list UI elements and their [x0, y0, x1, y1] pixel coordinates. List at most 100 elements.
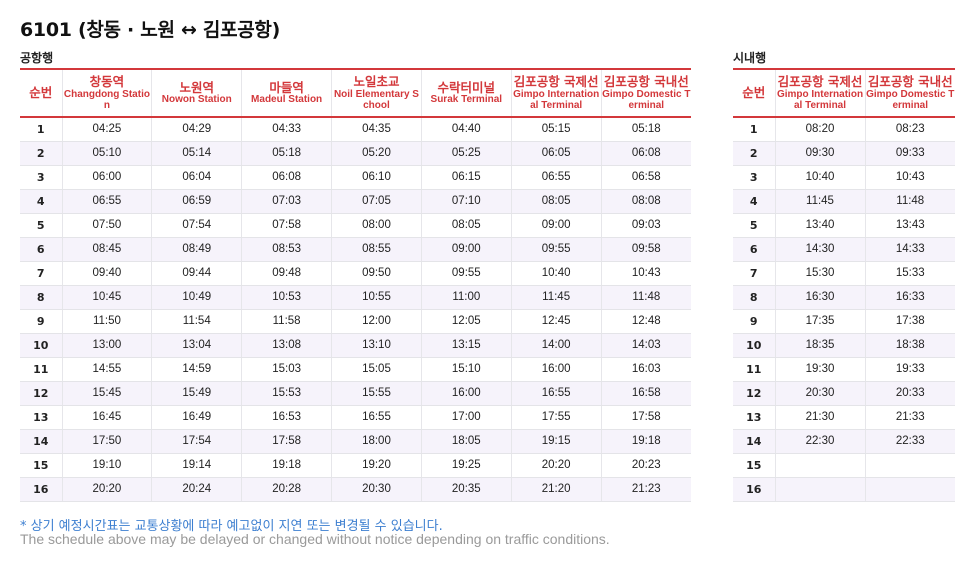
- notice-english: The schedule above may be delayed or cha…: [20, 531, 610, 547]
- departure-time: 04:29: [151, 117, 242, 142]
- departure-time: 21:20: [510, 477, 602, 502]
- departure-time: 07:58: [241, 213, 332, 238]
- departure-time: 15:05: [331, 357, 422, 382]
- run-number: 8: [733, 285, 775, 310]
- column-header-stop: 김포공항 국제선 Gimpo International Terminal: [510, 68, 602, 118]
- table-row: 2 09:30 09:33: [733, 141, 955, 166]
- departure-time: 16:49: [151, 405, 242, 430]
- run-number: 1: [733, 117, 775, 142]
- table-row: 8 10:45 10:49 10:53 10:55 11:00 11:45 11:48: [20, 285, 691, 310]
- column-header-stop: 수락터미널 Surak Terminal: [420, 68, 512, 118]
- stop-name-english: Gimpo International Terminal: [513, 88, 600, 111]
- departure-time: 12:05: [420, 309, 512, 334]
- departure-time: 18:00: [331, 429, 422, 454]
- departure-time: 22:30: [774, 429, 865, 454]
- table-row: 12 15:45 15:49 15:53 15:55 16:00 16:55 16:58: [20, 381, 691, 406]
- departure-time: 05:15: [510, 117, 602, 142]
- departure-time: 19:20: [331, 453, 422, 478]
- departure-time: 19:18: [241, 453, 332, 478]
- departure-time: 13:08: [241, 333, 332, 358]
- departure-time: 20:24: [151, 477, 242, 502]
- stop-name-english: Gimpo International Terminal: [776, 88, 864, 111]
- table-row: 16: [733, 477, 955, 502]
- table-row: 13 21:30 21:33: [733, 405, 955, 430]
- run-number: 8: [20, 285, 62, 310]
- table-row: 16 20:20 20:24 20:28 20:30 20:35 21:20 21:23: [20, 477, 691, 502]
- departure-time: 07:50: [61, 213, 152, 238]
- departure-time: 10:43: [600, 261, 691, 286]
- departure-time: 11:50: [61, 309, 152, 334]
- run-number: 4: [20, 189, 62, 214]
- run-number: 16: [733, 477, 775, 502]
- departure-time: 17:00: [420, 405, 512, 430]
- departure-time: 05:18: [241, 141, 332, 166]
- airbound-label: 공항행: [20, 51, 54, 65]
- departure-time: 07:54: [151, 213, 242, 238]
- stop-name-korean: 김포공항 국내선: [867, 74, 953, 90]
- departure-time: 09:30: [774, 141, 865, 166]
- departure-time: 08:08: [600, 189, 691, 214]
- departure-time: 11:00: [420, 285, 512, 310]
- departure-time: 17:38: [864, 309, 955, 334]
- departure-time: 07:05: [331, 189, 422, 214]
- citybound-timetable: 순번 김포공항 국제선 Gimpo International Terminal 김포…: [733, 68, 955, 502]
- departure-time: 10:55: [331, 285, 422, 310]
- stop-name-korean: 수락터미널: [437, 79, 496, 95]
- stop-name-english: Noil Elementary School: [333, 88, 419, 111]
- run-number: 1: [20, 117, 62, 142]
- departure-time: 08:53: [241, 237, 332, 262]
- departure-time: 12:45: [510, 309, 602, 334]
- departure-time: 09:58: [600, 237, 691, 262]
- departure-time: 13:10: [331, 333, 422, 358]
- run-number: 3: [20, 165, 62, 190]
- departure-time: 19:33: [864, 357, 955, 382]
- departure-time: 08:00: [331, 213, 422, 238]
- departure-time: 17:58: [600, 405, 691, 430]
- table-row: 2 05:10 05:14 05:18 05:20 05:25 06:05 06:08: [20, 141, 691, 166]
- departure-time: 19:15: [510, 429, 602, 454]
- departure-time: 16:03: [600, 357, 691, 382]
- departure-time: 09:00: [510, 213, 602, 238]
- stop-name-korean: 노원역: [179, 79, 215, 95]
- table-row: 4 06:55 06:59 07:03 07:05 07:10 08:05 08:08: [20, 189, 691, 214]
- departure-time: 14:00: [510, 333, 602, 358]
- departure-time: 10:40: [510, 261, 602, 286]
- departure-time: 20:30: [331, 477, 422, 502]
- departure-time: 13:00: [61, 333, 152, 358]
- stop-name-english: Gimpo Domestic Terminal: [602, 88, 691, 111]
- run-number: 12: [20, 381, 62, 406]
- column-header-number: 순번: [733, 68, 775, 118]
- departure-time: 11:48: [864, 189, 955, 214]
- run-number: 14: [733, 429, 775, 454]
- table-row: 11 14:55 14:59 15:03 15:05 15:10 16:00 16:03: [20, 357, 691, 382]
- departure-time: 08:55: [331, 237, 422, 262]
- departure-time: [864, 453, 955, 478]
- departure-time: 11:45: [510, 285, 602, 310]
- departure-time: 12:00: [331, 309, 422, 334]
- notice-korean: * 상기 예정시간표는 교통상황에 따라 예고없이 지연 또는 변경될 수 있습…: [20, 519, 443, 534]
- table-row: 6 08:45 08:49 08:53 08:55 09:00 09:55 09:58: [20, 237, 691, 262]
- run-number: 10: [733, 333, 775, 358]
- run-number: 16: [20, 477, 62, 502]
- departure-time: 15:55: [331, 381, 422, 406]
- departure-time: 10:49: [151, 285, 242, 310]
- departure-time: 06:58: [600, 165, 691, 190]
- departure-time: 10:53: [241, 285, 332, 310]
- departure-time: 14:33: [864, 237, 955, 262]
- departure-time: 18:35: [774, 333, 865, 358]
- run-number: 7: [20, 261, 62, 286]
- departure-time: 06:08: [600, 141, 691, 166]
- run-number: 2: [733, 141, 775, 166]
- departure-time: 09:00: [420, 237, 512, 262]
- departure-time: 16:55: [331, 405, 422, 430]
- departure-time: 20:28: [241, 477, 332, 502]
- departure-time: 10:40: [774, 165, 865, 190]
- departure-time: 19:30: [774, 357, 865, 382]
- run-number: 3: [733, 165, 775, 190]
- departure-time: 21:33: [864, 405, 955, 430]
- departure-time: 06:05: [510, 141, 602, 166]
- departure-time: 05:14: [151, 141, 242, 166]
- departure-time: 19:14: [151, 453, 242, 478]
- table-row: 14 17:50 17:54 17:58 18:00 18:05 19:15 19:18: [20, 429, 691, 454]
- column-header-stop: 창동역 Changdong Station: [61, 68, 152, 118]
